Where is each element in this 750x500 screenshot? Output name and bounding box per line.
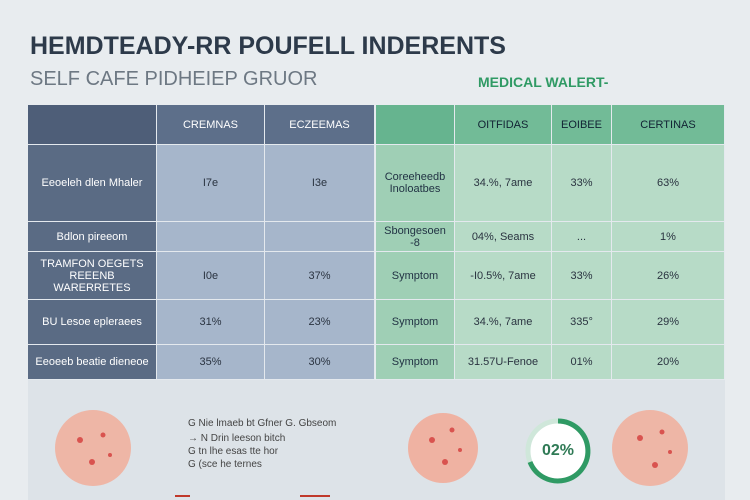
skin-circle	[408, 413, 478, 483]
table-cell: I3e	[265, 145, 375, 222]
header-cell: EOIBEE	[552, 105, 612, 145]
table-cell: 30%	[265, 345, 375, 380]
row-label: BU Lesoe epleraees	[28, 300, 157, 345]
gauge	[525, 418, 591, 484]
skin-circle	[55, 410, 131, 486]
note: G (sce he ternes	[188, 459, 262, 470]
row-label: Eeoeeb beatie dieneoe	[28, 345, 157, 380]
header-cell: ECZEEMAS	[265, 105, 375, 145]
header-cell	[376, 105, 455, 145]
table-cell: 37%	[265, 252, 375, 300]
table-cell: 33%	[552, 252, 612, 300]
alert: MEDICAL WALERT-	[478, 74, 609, 90]
table-cell: 34.%, 7ame	[455, 145, 552, 222]
header-cell: CERTINAS	[612, 105, 725, 145]
subtitle: SELF CAFE PIDHEIEP GRUOR	[30, 68, 318, 90]
table-cell	[157, 222, 265, 252]
row-label: Symptom	[376, 300, 455, 345]
row-label: Symptom	[376, 252, 455, 300]
table-cell: 63%	[612, 145, 725, 222]
table-cell: 04%, Seams	[455, 222, 552, 252]
table-cell: I0e	[157, 252, 265, 300]
row-label: TRAMFON OEGETS REEENB WARERRETES	[28, 252, 157, 300]
row-label: Bdlon pireeom	[28, 222, 157, 252]
row-label: Eeoeleh dlen Mhaler	[28, 145, 157, 222]
table-cell	[265, 222, 375, 252]
skin-circle	[612, 410, 688, 486]
header-cell	[28, 105, 157, 145]
table-cell: 01%	[552, 345, 612, 380]
note: G Nie lmaeb bt Gfner G. Gbseom	[188, 418, 337, 429]
table-cell: 335°	[552, 300, 612, 345]
table-cell: 35%	[157, 345, 265, 380]
note: → N Drin leeson bitch	[188, 433, 286, 444]
table-cell: 1%	[612, 222, 725, 252]
table-cell: 20%	[612, 345, 725, 380]
table-cell: I7e	[157, 145, 265, 222]
row-label: Sbongesoen -8	[376, 222, 455, 252]
table-cell: 23%	[265, 300, 375, 345]
title: HEMDTEADY-RR POUFELL INDERENTS	[30, 32, 506, 60]
header-cell: OITFIDAS	[455, 105, 552, 145]
table-cell: 31%	[157, 300, 265, 345]
header-cell: CREMNAS	[157, 105, 265, 145]
table-cell: 34.%, 7ame	[455, 300, 552, 345]
gauge-label: 02%	[541, 442, 575, 459]
table-cell: 26%	[612, 252, 725, 300]
bottom-panel	[28, 380, 725, 500]
note: G tn lhe esas tte hor	[188, 446, 279, 457]
row-label: Symptom	[376, 345, 455, 380]
row-label: Coreeheedb Inoloatbes	[376, 145, 455, 222]
table-cell: 29%	[612, 300, 725, 345]
table-cell: 31.57U-Fenoe	[455, 345, 552, 380]
table-cell: 33%	[552, 145, 612, 222]
table-cell: ...	[552, 222, 612, 252]
table-cell: -I0.5%, 7ame	[455, 252, 552, 300]
